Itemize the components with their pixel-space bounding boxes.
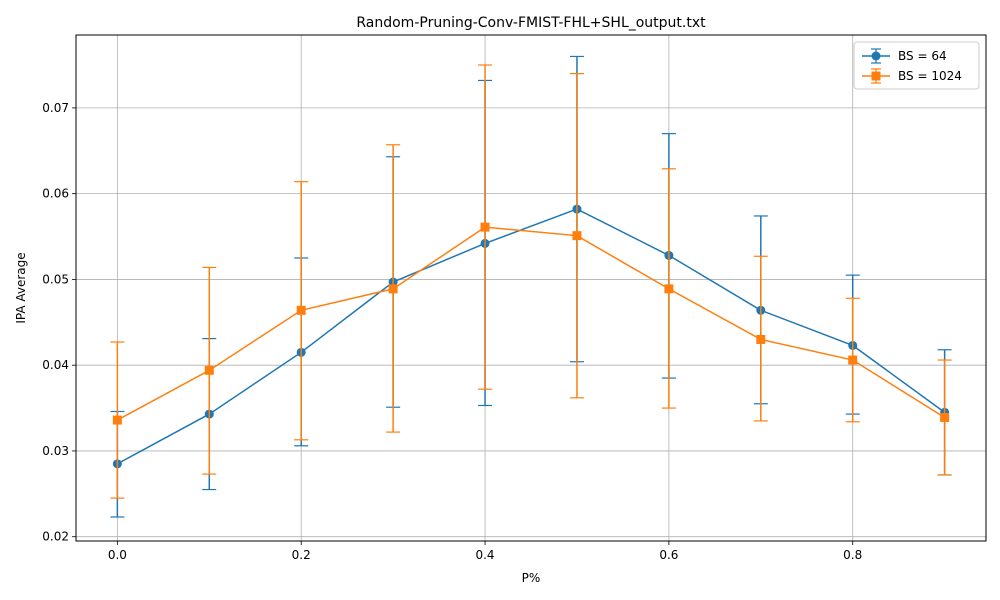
chart-title: Random-Pruning-Conv-FMIST-FHL+SHL_output… [356,15,706,31]
legend-marker [871,51,881,61]
y-tick-label: 0.03 [42,444,69,458]
data-point [480,222,490,232]
data-point [848,355,858,365]
x-tick-label: 0.0 [108,548,127,562]
x-tick-label: 0.2 [292,548,311,562]
series-bs-64 [110,55,952,518]
data-point [296,305,306,315]
x-tick-label: 0.4 [475,548,494,562]
data-point [204,365,214,375]
data-point [112,415,122,425]
y-tick-label: 0.07 [42,101,69,115]
x-tick-label: 0.6 [659,548,678,562]
series-layer [110,55,952,518]
y-tick-label: 0.04 [42,358,69,372]
legend-marker [871,71,881,81]
grid [76,35,986,541]
y-tick-label: 0.05 [42,272,69,286]
series-bs-1024 [110,64,952,499]
x-tick-label: 0.8 [843,548,862,562]
y-tick-label: 0.02 [42,530,69,544]
data-point [388,284,398,294]
x-axis-label: P% [522,571,541,585]
data-point [756,334,766,344]
series-line [117,226,946,421]
plot-frame [75,34,987,542]
data-point [940,413,950,423]
legend-entry: BS = 64 [862,48,947,64]
data-point [664,284,674,294]
y-axis-label: IPA Average [14,252,28,323]
data-point [572,231,582,241]
legend-entry: BS = 1024 [862,68,962,84]
y-tick-label: 0.06 [42,187,69,201]
legend-label: BS = 64 [898,49,947,63]
legend: BS = 64 BS = 1024 [853,41,980,90]
legend-label: BS = 1024 [898,69,962,83]
series-line [117,208,946,465]
axes: 0.0 0.2 0.4 0.6 0.8 0.02 0.03 0.04 0.05 0.06 0.07 [42,101,862,562]
legend-box [853,41,980,90]
